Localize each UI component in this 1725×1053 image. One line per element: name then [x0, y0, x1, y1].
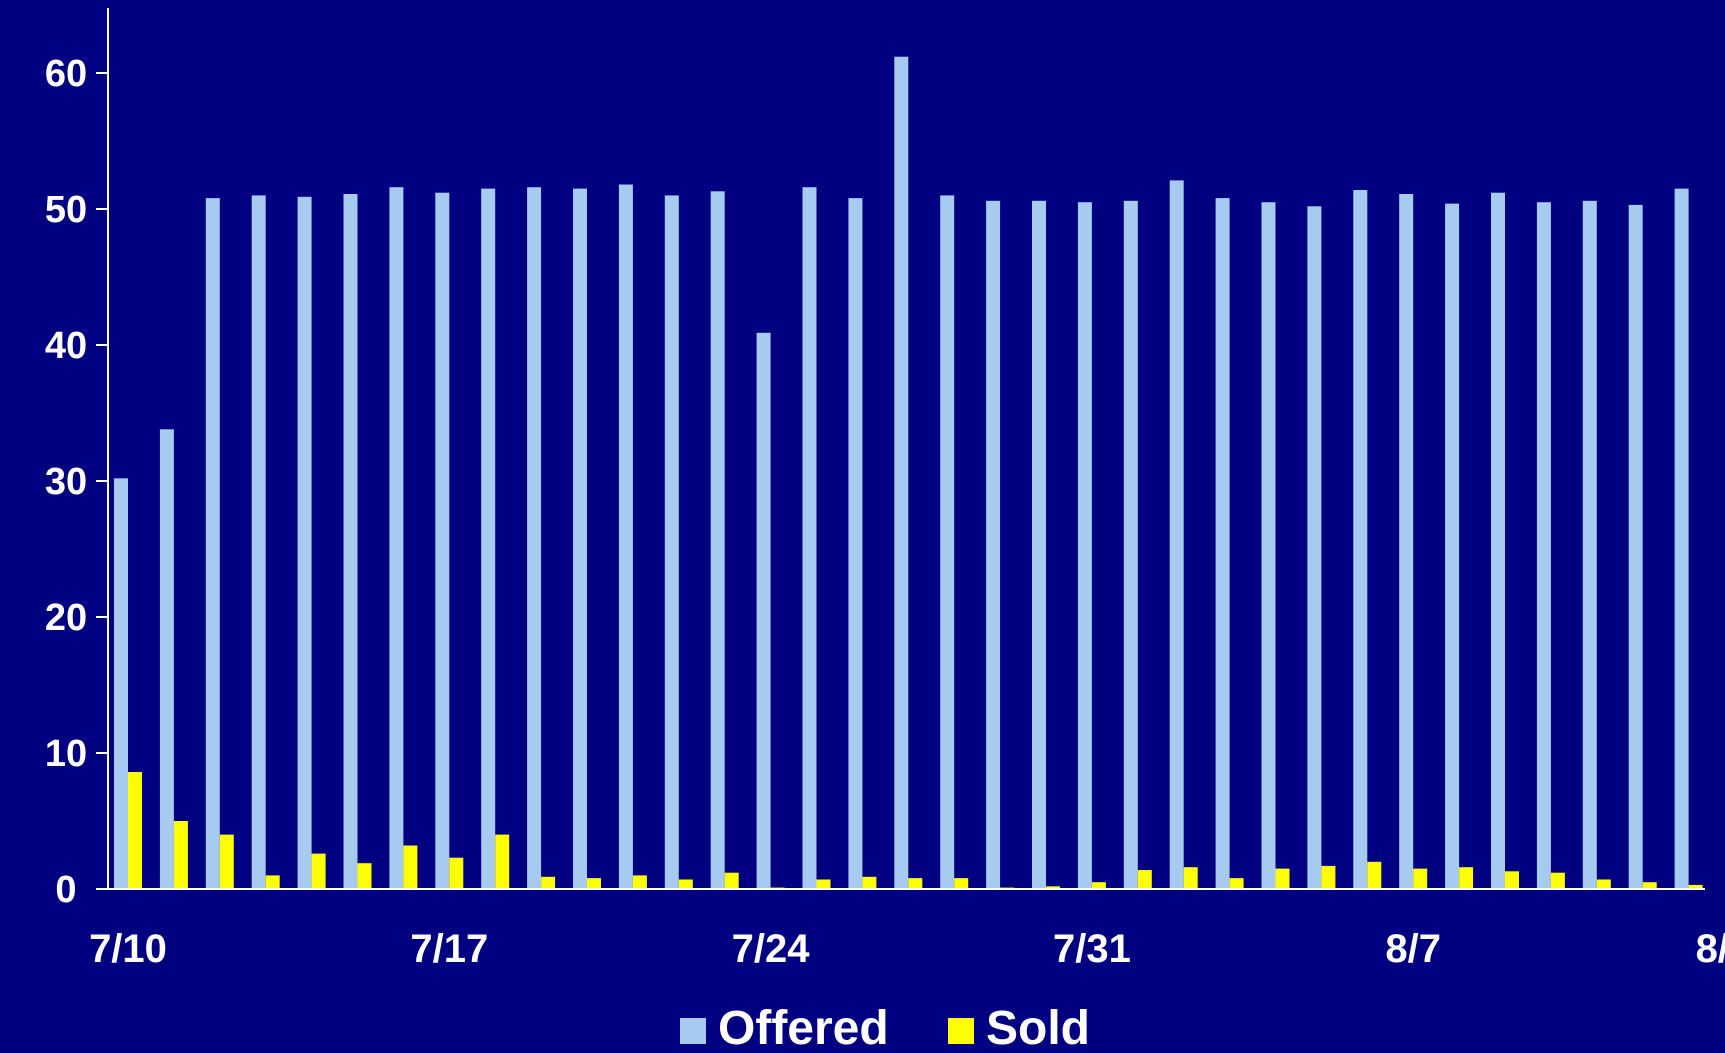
bar-offered-8/3 [1215, 198, 1230, 890]
bar-sold-7/18 [495, 834, 510, 889]
bar-sold-8/12 [1642, 882, 1657, 889]
bar-offered-8/2 [1169, 180, 1184, 889]
bars-layer [114, 56, 1703, 890]
bar-sold-7/28 [954, 878, 969, 889]
x-tick-label-8/7: 8/7 [1385, 927, 1441, 971]
bar-sold-7/17 [449, 857, 464, 889]
legend-label-sold: Sold [986, 1002, 1090, 1048]
bar-offered-8/8 [1445, 203, 1460, 890]
bar-offered-7/13 [251, 195, 266, 889]
bar-offered-7/18 [481, 188, 496, 890]
y-tick-label-60: 60 [45, 53, 87, 95]
bar-offered-8/10 [1536, 202, 1551, 889]
bar-offered-7/16 [389, 187, 404, 889]
bar-sold-8/11 [1596, 879, 1611, 889]
y-tick-label-30: 30 [45, 461, 87, 503]
bar-offered-7/15 [343, 194, 358, 889]
bar-sold-8/10 [1550, 872, 1565, 889]
bar-offered-7/25 [802, 187, 817, 889]
y-tick-label-20: 20 [45, 597, 87, 639]
bar-sold-7/31 [1091, 882, 1106, 889]
bar-offered-7/20 [573, 188, 587, 890]
bar-sold-8/3 [1229, 878, 1244, 889]
chart-legend: Offered Sold [680, 1002, 1090, 1053]
bar-offered-7/10 [114, 478, 128, 889]
bar-offered-8/13 [1674, 188, 1689, 890]
y-tick-label-50: 50 [45, 189, 87, 231]
bar-offered-7/29 [986, 200, 1001, 890]
bar-sold-7/11 [173, 821, 188, 889]
bar-offered-7/12 [205, 198, 220, 890]
y-tick-label-0: 0 [55, 869, 76, 911]
bar-offered-7/31 [1077, 202, 1092, 889]
bar-sold-7/25 [816, 879, 831, 889]
legend-label-offered: Offered [718, 1002, 889, 1048]
x-tick-label-7/10: 7/10 [89, 927, 167, 971]
bar-offered-8/9 [1491, 192, 1505, 889]
bar-sold-8/9 [1505, 871, 1519, 889]
bar-offered-8/1 [1123, 200, 1138, 890]
bar-sold-7/12 [219, 834, 234, 889]
bar-sold-7/19 [541, 876, 556, 889]
bar-sold-7/22 [678, 879, 693, 889]
bar-sold-7/10 [128, 772, 142, 889]
bar-offered-7/30 [1032, 200, 1046, 890]
bar-offered-7/27 [894, 56, 909, 889]
bar-offered-7/19 [527, 187, 542, 889]
bar-offered-7/17 [435, 192, 450, 889]
bar-sold-8/6 [1367, 861, 1382, 889]
bar-offered-8/12 [1628, 204, 1643, 889]
bar-sold-7/21 [632, 875, 647, 889]
bar-sold-7/30 [1046, 886, 1060, 889]
bar-offered-8/4 [1261, 202, 1276, 889]
y-tick-label-40: 40 [45, 325, 87, 367]
x-tick-label-7/24: 7/24 [732, 927, 811, 971]
bar-sold-8/1 [1137, 870, 1152, 889]
bar-sold-7/23 [724, 872, 739, 889]
bar-sold-7/27 [908, 878, 923, 889]
bar-offered-7/11 [159, 429, 174, 889]
bar-sold-7/16 [403, 845, 418, 889]
bar-offered-7/14 [297, 196, 312, 890]
bar-sold-8/8 [1459, 867, 1474, 889]
bar-offered-7/21 [618, 184, 633, 889]
x-tick-label-7/17: 7/17 [410, 927, 488, 971]
bar-sold-8/5 [1321, 865, 1336, 889]
bar-sold-8/2 [1183, 867, 1198, 889]
bar-sold-7/26 [862, 876, 877, 889]
bar-offered-7/26 [848, 198, 863, 890]
bar-sold-7/15 [357, 863, 372, 889]
bar-offered-7/28 [940, 195, 955, 889]
bar-sold-8/4 [1275, 868, 1290, 889]
bar-offered-7/23 [710, 191, 725, 890]
legend-swatch-offered [680, 1018, 706, 1044]
bar-offered-8/5 [1307, 206, 1322, 890]
y-tick-label-10: 10 [45, 733, 87, 775]
x-tick-label-7/31: 7/31 [1053, 927, 1131, 971]
bar-sold-7/13 [265, 875, 280, 889]
bar-sold-7/20 [587, 878, 601, 889]
bar-offered-7/24 [756, 332, 771, 889]
bar-sold-8/7 [1413, 868, 1428, 889]
bar-offered-7/22 [664, 195, 679, 889]
x-tick-label-8/14: 8/14 [1696, 927, 1725, 971]
bar-sold-7/14 [311, 853, 326, 889]
bar-offered-8/7 [1399, 194, 1414, 889]
bar-offered-8/11 [1582, 200, 1597, 890]
legend-swatch-sold [948, 1018, 974, 1044]
bar-offered-8/6 [1353, 190, 1368, 889]
bar-sold-8/13 [1688, 884, 1703, 889]
